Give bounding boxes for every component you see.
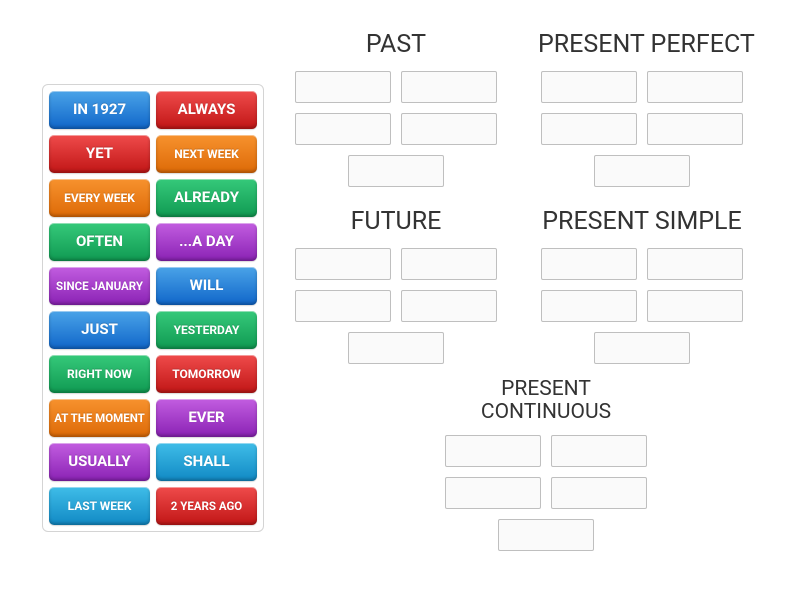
drop-slot[interactable]	[647, 290, 743, 322]
slot-container	[538, 71, 746, 187]
word-tile[interactable]: EVER	[156, 399, 257, 437]
word-tile[interactable]: 2 YEARS AGO	[156, 487, 257, 525]
drop-slot[interactable]	[498, 519, 594, 551]
drop-slot[interactable]	[551, 477, 647, 509]
word-tile[interactable]: NEXT WEEK	[156, 135, 257, 173]
word-tile[interactable]: WILL	[156, 267, 257, 305]
category: PRESENT PERFECT	[538, 30, 746, 187]
word-tile[interactable]: SHALL	[156, 443, 257, 481]
slot-container	[538, 248, 746, 364]
word-tile[interactable]: YESTERDAY	[156, 311, 257, 349]
word-tile[interactable]: SINCE JANUARY	[49, 267, 150, 305]
word-tile[interactable]: JUST	[49, 311, 150, 349]
drop-slot[interactable]	[401, 248, 497, 280]
drop-slot[interactable]	[541, 71, 637, 103]
word-tile[interactable]: RIGHT NOW	[49, 355, 150, 393]
word-tile[interactable]: ALREADY	[156, 179, 257, 217]
category: PAST	[292, 30, 500, 187]
drop-slot[interactable]	[401, 113, 497, 145]
drop-slot[interactable]	[594, 332, 690, 364]
drop-slot[interactable]	[401, 71, 497, 103]
drop-slot[interactable]	[445, 477, 541, 509]
slot-container	[442, 435, 650, 551]
drop-slot[interactable]	[647, 71, 743, 103]
drop-slot[interactable]	[445, 435, 541, 467]
drop-slot[interactable]	[647, 113, 743, 145]
drop-slot[interactable]	[348, 332, 444, 364]
word-tile[interactable]: YET	[49, 135, 150, 173]
drop-slot[interactable]	[541, 113, 637, 145]
word-tile[interactable]: ...A DAY	[156, 223, 257, 261]
word-tile[interactable]: IN 1927	[49, 91, 150, 129]
word-tile[interactable]: LAST WEEK	[49, 487, 150, 525]
stage: IN 1927ALWAYSYETNEXT WEEKEVERY WEEKALREA…	[0, 0, 800, 551]
category: PRESENT SIMPLE	[538, 207, 746, 364]
drop-slot[interactable]	[541, 290, 637, 322]
slot-container	[292, 71, 500, 187]
word-tile[interactable]: OFTEN	[49, 223, 150, 261]
word-tile[interactable]: USUALLY	[49, 443, 150, 481]
word-tile[interactable]: ALWAYS	[156, 91, 257, 129]
drop-slot[interactable]	[401, 290, 497, 322]
category-title: PRESENT PERFECT	[538, 30, 746, 59]
category-title: PAST	[292, 30, 500, 59]
word-tile[interactable]: EVERY WEEK	[49, 179, 150, 217]
drop-slot[interactable]	[295, 113, 391, 145]
category-title: PRESENT CONTINUOUS	[442, 378, 650, 423]
category: PRESENT CONTINUOUS	[442, 378, 650, 551]
tile-bank: IN 1927ALWAYSYETNEXT WEEKEVERY WEEKALREA…	[42, 84, 264, 532]
slot-container	[292, 248, 500, 364]
drop-slot[interactable]	[647, 248, 743, 280]
word-tile[interactable]: TOMORROW	[156, 355, 257, 393]
category: FUTURE	[292, 207, 500, 364]
drop-area: PAST PRESENT PERFECT FUTURE PRESENT SIMPLE…	[292, 30, 800, 551]
category-title: FUTURE	[292, 207, 500, 236]
drop-slot[interactable]	[594, 155, 690, 187]
drop-slot[interactable]	[295, 71, 391, 103]
drop-slot[interactable]	[295, 248, 391, 280]
drop-slot[interactable]	[541, 248, 637, 280]
drop-slot[interactable]	[348, 155, 444, 187]
category-title: PRESENT SIMPLE	[538, 207, 746, 236]
drop-slot[interactable]	[295, 290, 391, 322]
drop-slot[interactable]	[551, 435, 647, 467]
word-tile[interactable]: AT THE MOMENT	[49, 399, 150, 437]
